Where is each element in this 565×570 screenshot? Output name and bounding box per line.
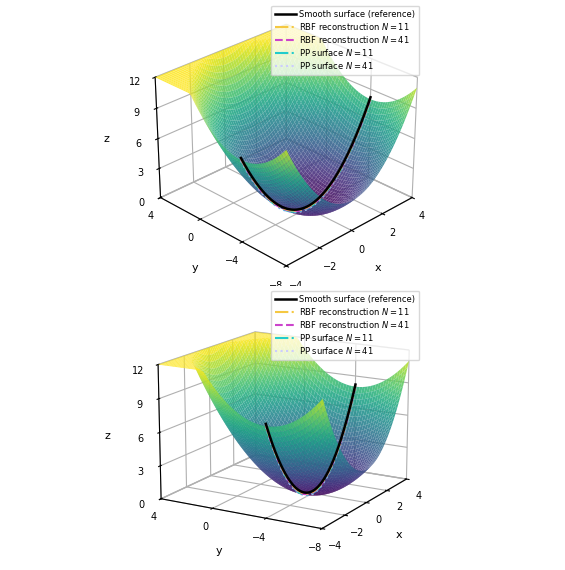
Y-axis label: y: y [191, 263, 198, 272]
X-axis label: x: x [375, 263, 381, 272]
Legend: Smooth surface (reference), RBF reconstruction $N = 11$, RBF reconstruction $N =: Smooth surface (reference), RBF reconstr… [271, 6, 419, 75]
X-axis label: x: x [396, 530, 402, 540]
Y-axis label: y: y [216, 546, 223, 556]
Legend: Smooth surface (reference), RBF reconstruction $N = 11$, RBF reconstruction $N =: Smooth surface (reference), RBF reconstr… [271, 291, 419, 360]
